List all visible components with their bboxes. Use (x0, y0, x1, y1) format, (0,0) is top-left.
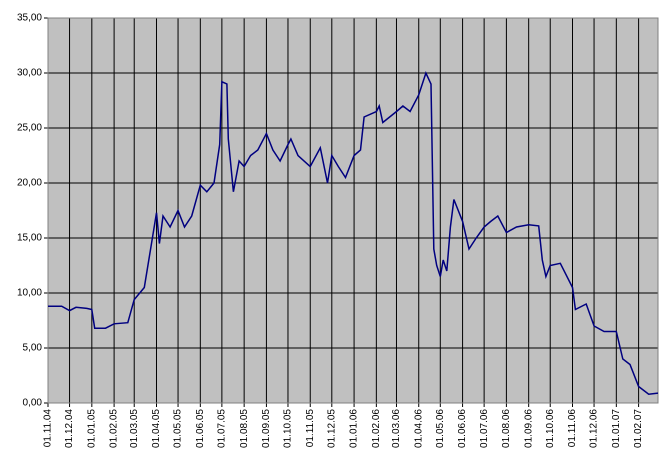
x-tick-label: 01.10.06 (545, 409, 556, 448)
x-tick-label: 01.12.05 (326, 409, 337, 448)
x-tick-label: 01.08.06 (501, 409, 512, 448)
x-tick-label: 01.03.06 (391, 409, 402, 448)
x-tick-label: 01.11.06 (567, 409, 578, 448)
x-tick-label: 01.01.06 (349, 409, 360, 448)
x-tick-label: 01.05.06 (435, 409, 446, 448)
x-tick-label: 01.09.05 (261, 409, 272, 448)
y-tick-label: 10,00 (17, 288, 42, 299)
x-tick-label: 01.02.07 (633, 409, 644, 448)
x-tick-label: 01.11.05 (305, 409, 316, 448)
x-tick-label: 01.04.05 (151, 409, 162, 448)
y-tick-label: 0,00 (23, 398, 43, 409)
x-tick-label: 01.03.05 (129, 409, 140, 448)
x-tick-label: 01.06.05 (195, 409, 206, 448)
x-tick-label: 01.11.04 (43, 409, 54, 448)
y-tick-label: 35,00 (17, 13, 42, 24)
x-tick-label: 01.05.05 (173, 409, 184, 448)
y-tick-label: 15,00 (17, 233, 42, 244)
x-tick-label: 01.01.05 (86, 409, 97, 448)
y-tick-label: 5,00 (23, 343, 43, 354)
y-tick-label: 30,00 (17, 68, 42, 79)
x-tick-label: 01.02.06 (371, 409, 382, 448)
x-tick-label: 01.12.04 (64, 409, 75, 448)
plot-border (47, 17, 659, 404)
x-tick-label: 01.09.06 (523, 409, 534, 448)
x-tick-label: 01.06.06 (457, 409, 468, 448)
y-tick-label: 25,00 (17, 123, 42, 134)
line-series (48, 70, 659, 395)
x-tick-label: 01.12.06 (589, 409, 600, 448)
x-tick-label: 01.02.05 (109, 409, 120, 448)
x-tick-label: 01.04.06 (413, 409, 424, 448)
x-tick-label: 01.07.06 (479, 409, 490, 448)
x-tick-label: 01.08.05 (239, 409, 250, 448)
x-tick-label: 01.01.07 (611, 409, 622, 448)
plot-area (47, 17, 659, 404)
x-tick-label: 01.10.05 (283, 409, 294, 448)
x-tick-label: 01.07.05 (217, 409, 228, 448)
y-tick-label: 20,00 (17, 178, 42, 189)
